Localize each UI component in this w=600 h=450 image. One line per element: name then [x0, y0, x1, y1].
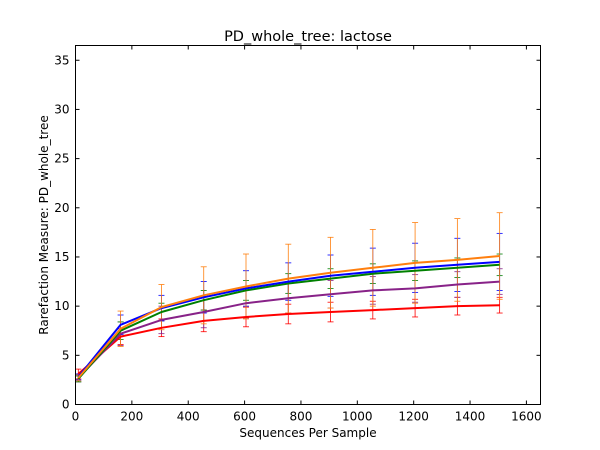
y-tick-label: 0 — [62, 398, 70, 412]
series-line-3 — [77, 263, 500, 380]
y-tick-label: 25 — [54, 152, 69, 166]
y-tick-label: 30 — [54, 102, 69, 116]
chart-title: PD_whole_tree: lactose — [224, 29, 392, 45]
x-tick-label: 1400 — [455, 410, 486, 424]
x-tick-label: 1200 — [398, 410, 429, 424]
series-line-5 — [77, 255, 500, 379]
y-tick-label: 5 — [62, 348, 70, 362]
series-line-1 — [77, 304, 500, 375]
y-tick-label: 20 — [54, 201, 69, 215]
y-tick-label: 15 — [54, 250, 69, 264]
plot-area — [75, 212, 503, 383]
y-axis-label: Rarefaction Measure: PD_whole_tree — [37, 115, 51, 334]
x-axis-label: Sequences Per Sample — [239, 426, 376, 440]
y-tick-label: 10 — [54, 299, 69, 313]
x-tick-label: 0 — [72, 410, 80, 424]
axis-ticks: 0 200 400 600 800 1000 1200 1400 1600 0 5 10 15 20 25 3… — [54, 45, 542, 424]
x-tick-label: 400 — [177, 410, 200, 424]
x-tick-label: 1600 — [511, 410, 542, 424]
x-tick-label: 600 — [233, 410, 256, 424]
plot-frame — [75, 45, 541, 405]
error-bar — [496, 212, 503, 300]
x-tick-label: 1000 — [342, 410, 373, 424]
x-tick-label: 200 — [120, 410, 143, 424]
y-tick-label: 35 — [54, 53, 69, 67]
series-line-2 — [77, 280, 500, 379]
x-tick-label: 800 — [290, 410, 313, 424]
